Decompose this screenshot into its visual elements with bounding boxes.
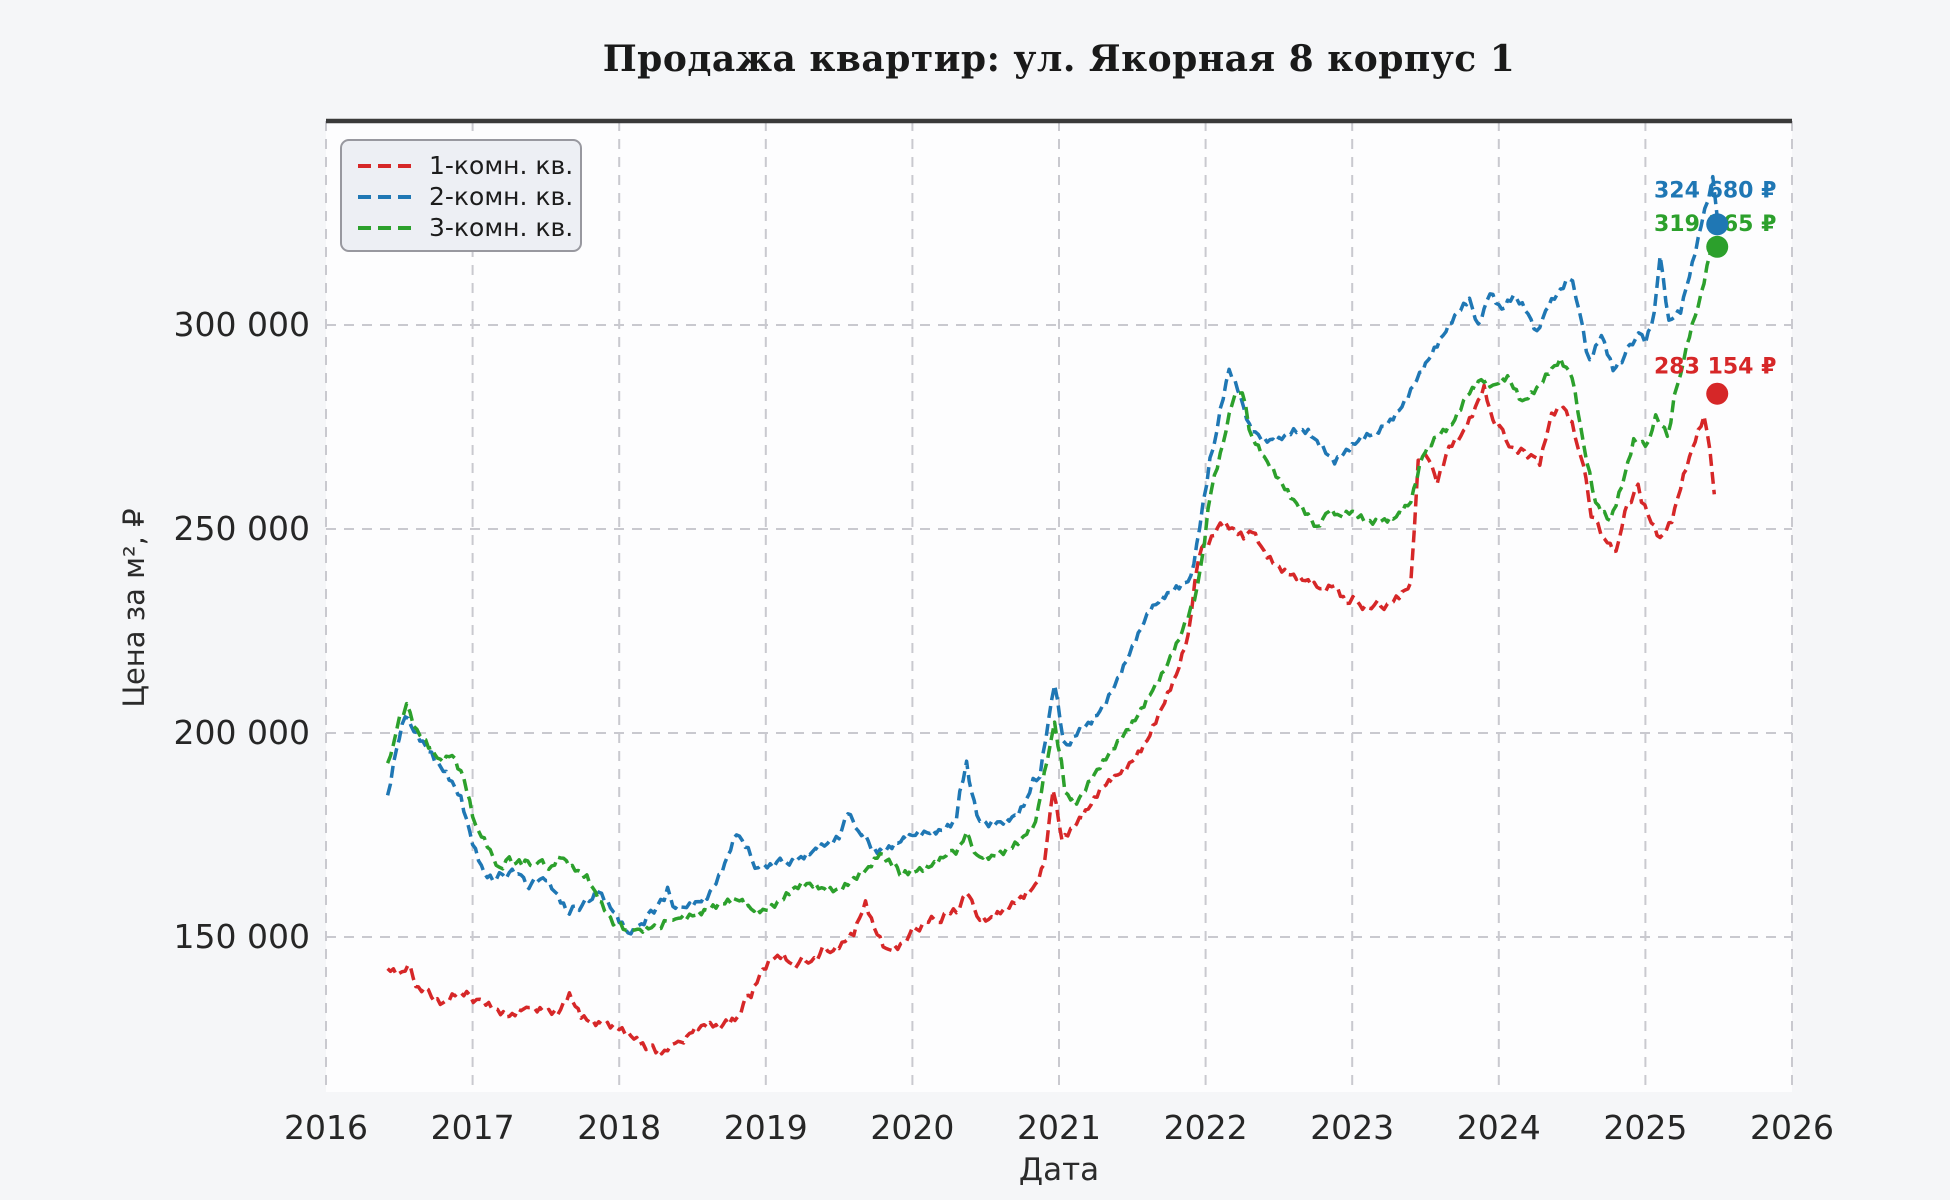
y-tick-label: 300 000	[173, 304, 310, 344]
x-tick-label: 2025	[1603, 1108, 1688, 1147]
end-dot-2room	[1706, 213, 1729, 236]
dashed-line-swatch-blue	[358, 194, 414, 199]
series-lines	[385, 174, 1719, 1056]
x-tick-label: 2019	[723, 1108, 808, 1147]
legend-item-1room: 1-комн. кв.	[342, 150, 580, 181]
legend-label: 3-комн. кв.	[429, 213, 574, 242]
series-line-1room	[386, 383, 1717, 1056]
x-tick-label: 2018	[577, 1108, 662, 1147]
series-line-3room	[385, 248, 1719, 934]
dashed-line-swatch-green	[358, 225, 414, 230]
y-tick-label: 250 000	[173, 508, 310, 548]
x-tick-label: 2016	[284, 1108, 368, 1147]
y-tick-label: 150 000	[173, 916, 310, 956]
x-tick-label: 2021	[1017, 1108, 1101, 1147]
x-tick-label: 2017	[430, 1108, 515, 1147]
end-dot-1room	[1706, 382, 1729, 405]
x-tick-label: 2024	[1456, 1108, 1541, 1147]
x-tick-label: 2020	[870, 1108, 955, 1147]
chart-title: Продажа квартир: ул. Якорная 8 корпус 1	[602, 38, 1516, 80]
legend: 1-комн. кв. 2-комн. кв. 3-комн. кв.	[340, 139, 582, 252]
legend-label: 1-комн. кв.	[429, 151, 574, 180]
x-tick-label: 2022	[1163, 1108, 1248, 1147]
legend-item-2room: 2-комн. кв.	[342, 181, 580, 212]
end-price-label-1room: 283 154 ₽	[1654, 355, 1776, 380]
dashed-line-swatch-red	[358, 163, 414, 168]
legend-label: 2-комн. кв.	[429, 182, 574, 211]
axes-background	[326, 121, 1792, 1092]
x-tick-label: 2023	[1310, 1108, 1395, 1147]
x-axis-label: Дата	[1018, 1152, 1100, 1188]
end-dot-3room	[1706, 235, 1729, 258]
legend-item-3room: 3-комн. кв.	[342, 212, 580, 243]
series-line-2room	[385, 174, 1719, 936]
x-tick-label: 2026	[1750, 1108, 1834, 1147]
end-price-label-2room: 324 680 ₽	[1654, 178, 1776, 203]
y-tick-label: 200 000	[173, 712, 310, 752]
y-axis-label: Цена за м², ₽	[117, 508, 151, 708]
end-dots	[1706, 213, 1729, 405]
